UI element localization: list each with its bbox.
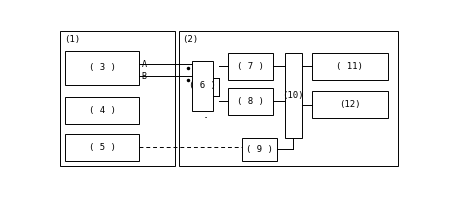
Text: (10): (10) — [282, 91, 304, 100]
Text: ( 6 ): ( 6 ) — [189, 81, 216, 90]
Bar — [312, 53, 388, 80]
Text: ( 9 ): ( 9 ) — [246, 145, 273, 154]
Bar — [192, 61, 213, 111]
Text: ( 11): ( 11) — [336, 62, 363, 71]
Bar — [60, 31, 175, 166]
Text: A: A — [141, 60, 146, 69]
Text: ( 7 ): ( 7 ) — [237, 62, 264, 71]
Bar — [285, 53, 302, 138]
Text: ( 8 ): ( 8 ) — [237, 97, 264, 106]
Bar — [66, 134, 139, 161]
Bar — [312, 91, 388, 118]
Bar — [179, 31, 398, 166]
Bar — [228, 87, 273, 114]
Text: (12): (12) — [339, 100, 361, 109]
Text: (1): (1) — [64, 35, 80, 44]
Text: ( 4 ): ( 4 ) — [89, 106, 116, 115]
Bar — [66, 97, 139, 124]
Text: .: . — [204, 108, 208, 121]
Text: ( 3 ): ( 3 ) — [89, 63, 116, 72]
Text: B: B — [141, 72, 146, 81]
Text: ( 5 ): ( 5 ) — [89, 143, 116, 152]
Text: (2): (2) — [182, 35, 198, 44]
Bar — [242, 138, 277, 161]
Bar — [228, 53, 273, 80]
Bar — [66, 51, 139, 85]
